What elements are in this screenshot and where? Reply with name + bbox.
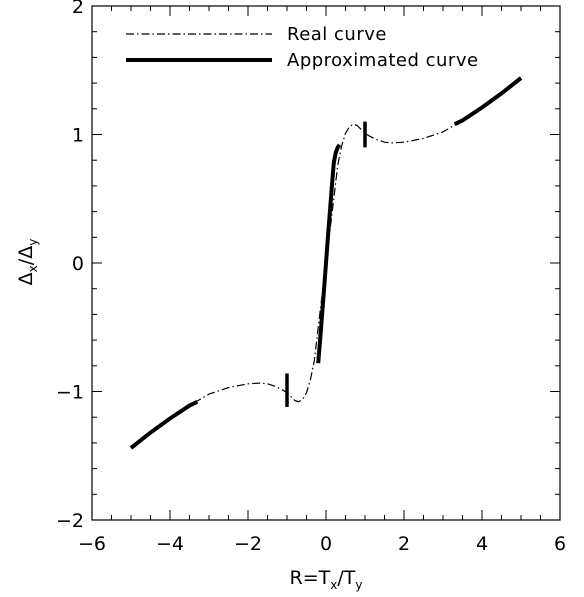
y-axis-title-sub1: x [26, 265, 40, 272]
x-axis-title-mid: /T [337, 567, 355, 589]
legend-label-approximated-curve: Approximated curve [287, 50, 479, 71]
tick-labels: −6 −4 −2 0 2 4 6 −2 −1 0 1 2 [56, 0, 566, 555]
y-axis-title-mid: /Δ [15, 246, 37, 265]
legend-label-real-curve: Real curve [287, 24, 387, 45]
y-axis-title-sub2: y [26, 239, 40, 246]
y-tick-label: 2 [72, 0, 84, 18]
x-tick-label: 6 [554, 533, 566, 555]
x-tick-label: 2 [398, 533, 410, 555]
legend: Real curve Approximated curve [126, 24, 479, 71]
y-tick-label: −2 [56, 510, 84, 532]
x-axis-title-sub1: x [330, 578, 337, 592]
series-approximated-curve [129, 76, 523, 450]
approximated-curve-segment [316, 143, 342, 364]
marker-bars [285, 121, 367, 407]
approximated-curve-segment [129, 400, 199, 450]
tick-marks [91, 5, 561, 521]
y-axis-title: Δx/Δy [15, 239, 40, 286]
y-tick-label: −1 [56, 382, 84, 404]
x-axis-title-sub2: y [355, 578, 362, 592]
y-axis-title-prefix: Δ [15, 272, 37, 285]
x-axis-title: R=Tx/Ty [290, 567, 363, 592]
approximated-curve-segment [453, 76, 523, 126]
real-curve-line [130, 77, 522, 449]
y-tick-label: 1 [72, 125, 84, 147]
x-axis-title-prefix: R=T [290, 567, 331, 589]
x-tick-label: −6 [78, 533, 106, 555]
series-real-curve [130, 77, 522, 449]
x-tick-label: −4 [156, 533, 184, 555]
y-tick-label: 0 [72, 253, 84, 275]
x-tick-label: −2 [234, 533, 262, 555]
x-tick-label: 0 [320, 533, 332, 555]
x-tick-label: 4 [476, 533, 488, 555]
